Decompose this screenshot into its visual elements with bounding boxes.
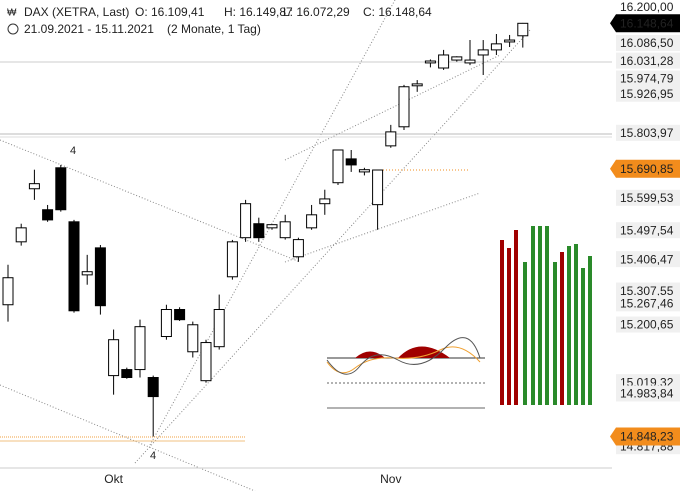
- annotation: 4: [70, 145, 76, 157]
- clock-icon: [7, 23, 19, 35]
- y-tick-label: 16.200,00: [620, 0, 674, 14]
- x-tick-label: Okt: [104, 472, 123, 486]
- price-box: [616, 70, 680, 87]
- candle-body: [15, 227, 27, 243]
- y-tick-label: 14.983,84: [620, 387, 674, 401]
- candle-body: [345, 158, 357, 166]
- candle-body: [2, 277, 14, 306]
- y-tick-label: 15.200,65: [620, 318, 674, 332]
- candle-body: [292, 239, 304, 258]
- candle-body: [213, 309, 225, 348]
- candle-body: [121, 369, 133, 379]
- candle-body: [306, 214, 318, 229]
- icon: ₩: [7, 8, 17, 19]
- price-box: [616, 251, 680, 268]
- y-tick-label: 16.031,28: [620, 54, 674, 68]
- price-box: [616, 35, 680, 52]
- price-marker-label: 14.848,23: [620, 430, 674, 444]
- open: O: 16.109,41: [135, 5, 205, 19]
- candle-body: [385, 131, 397, 147]
- y-tick-label: 15.497,54: [620, 223, 674, 237]
- candle-body: [68, 221, 80, 312]
- candle-body: [160, 309, 172, 338]
- candle-body: [411, 83, 423, 87]
- price-box: [616, 124, 680, 141]
- candle-body: [332, 149, 344, 184]
- y-tick-label: 15.267,46: [620, 296, 674, 310]
- y-tick-label: 15.803,97: [620, 126, 674, 140]
- candle-body: [55, 167, 67, 211]
- candle-body: [464, 59, 476, 64]
- candle-body: [134, 326, 146, 371]
- price-box: [616, 316, 680, 333]
- candle-body: [240, 203, 252, 239]
- instrument: DAX (XETRA, Last): [24, 5, 129, 19]
- y-tick-label: 16.086,50: [620, 36, 674, 50]
- indicator-panel: [326, 337, 485, 409]
- candle-body: [451, 56, 463, 61]
- candle-body: [187, 324, 199, 353]
- candle-body: [279, 221, 291, 239]
- price-box: [616, 282, 680, 299]
- candle-body: [398, 86, 410, 128]
- low: L: 16.072,29: [283, 5, 350, 19]
- candle-body: [517, 22, 529, 37]
- candle-body: [108, 339, 120, 377]
- y-tick-label: 15.406,47: [620, 252, 674, 266]
- candle-body: [319, 198, 331, 205]
- candle-body: [42, 209, 54, 221]
- candle-body: [372, 169, 384, 206]
- volume-bars: [500, 226, 592, 405]
- y-tick-label: 15.974,79: [620, 72, 674, 86]
- price-marker: [610, 159, 680, 178]
- price-box: [616, 85, 680, 102]
- candle-body: [200, 342, 212, 382]
- candle-body: [174, 309, 186, 321]
- candle-body: [490, 43, 502, 51]
- candle-body: [94, 247, 106, 307]
- price-marker-label: 16.148,64: [620, 16, 674, 30]
- price-box: [616, 222, 680, 239]
- trend-lines: [0, 0, 612, 491]
- candle-body: [424, 60, 436, 64]
- high: H: 16.149,87: [224, 5, 293, 19]
- x-tick-label: Nov: [380, 472, 401, 486]
- candle-body: [358, 169, 370, 173]
- candle-body: [253, 223, 265, 239]
- price-box: [616, 295, 680, 312]
- y-tick-label: 15.926,95: [620, 87, 674, 101]
- price-marker-label: 15.690,85: [620, 162, 674, 176]
- candle-body: [266, 224, 278, 229]
- price-box: [616, 0, 680, 15]
- candle-body: [147, 377, 159, 398]
- price-box: [616, 52, 680, 69]
- price-box: [616, 189, 680, 206]
- candle-body: [504, 39, 516, 43]
- price-marker: [610, 14, 680, 33]
- y-tick-label: 15.307,55: [620, 284, 674, 298]
- candle-body: [226, 241, 238, 278]
- y-tick-label: 15.599,53: [620, 191, 674, 205]
- price-marker: [610, 427, 680, 446]
- close: C: 16.148,64: [363, 5, 432, 19]
- candle-body: [477, 49, 489, 56]
- span: (2 Monate, 1 Tag): [167, 22, 261, 36]
- annotation: 4: [150, 450, 156, 462]
- candle-body: [28, 183, 40, 190]
- price-box: [616, 385, 680, 402]
- candle-body: [81, 271, 93, 276]
- candle-body: [438, 54, 450, 69]
- date-range: 21.09.2021 - 15.11.2021: [24, 22, 154, 36]
